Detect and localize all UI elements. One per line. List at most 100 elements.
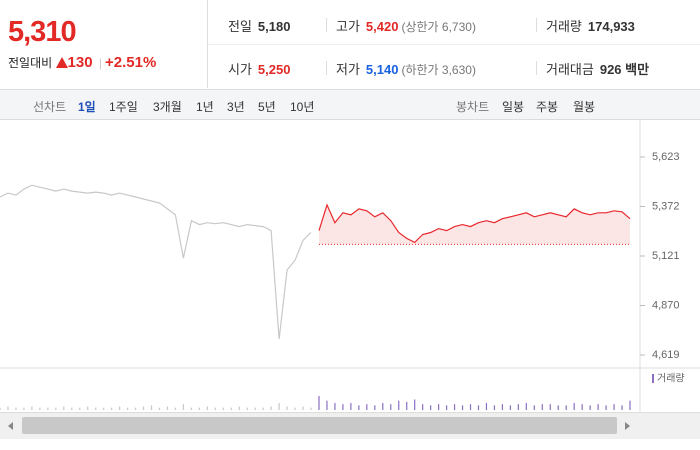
volume-bar <box>565 405 567 410</box>
volume-bar <box>366 404 368 410</box>
volume-bar <box>103 407 105 410</box>
y-tick-label: 5,623 <box>652 151 680 163</box>
info-label: 시가 <box>228 62 252 77</box>
info-value: 174,933 <box>587 19 635 34</box>
volume-bar <box>310 407 312 410</box>
volume-bar <box>190 407 192 410</box>
volume-bar <box>23 407 25 410</box>
info-note: (상한가 6,730) <box>401 20 476 34</box>
volume-bar <box>262 407 264 410</box>
volume-bar <box>39 407 41 410</box>
volume-bar <box>414 399 416 410</box>
tab[interactable]: 5년 <box>258 100 276 114</box>
volume-bar <box>613 404 615 410</box>
volume-bar <box>334 403 336 410</box>
tab[interactable]: 3개월 <box>153 100 182 114</box>
volume-bar <box>477 405 480 410</box>
volume-bar <box>374 405 376 410</box>
info-note: (하한가 3,630) <box>401 63 476 77</box>
volume-bar <box>589 405 591 410</box>
volume-bar <box>318 396 320 410</box>
volume-bar <box>134 407 137 410</box>
change-pct: +2.51% <box>105 54 157 71</box>
info-cell: 시가 5,250 <box>228 59 290 78</box>
volume-bar <box>0 407 1 410</box>
info-label: 고가 <box>336 19 360 34</box>
volume-bar <box>533 405 535 410</box>
tab[interactable]: 일봉 <box>502 100 525 114</box>
volume-bar <box>390 404 392 410</box>
scrollbar[interactable] <box>0 412 700 439</box>
divider <box>536 61 537 75</box>
volume-bar <box>278 403 280 410</box>
tab[interactable]: 월봉 <box>573 100 596 114</box>
volume-bar <box>119 406 121 410</box>
chart: 5,623 5,372 5,121 4,870 4,619 거래량 <box>0 120 700 415</box>
volume-bar <box>501 404 504 410</box>
volume-bar <box>398 400 400 410</box>
volume-bar <box>214 407 216 410</box>
volume-bar <box>206 406 208 410</box>
info-value: 5,180 <box>257 19 291 34</box>
volume-bar <box>15 407 17 410</box>
tab[interactable]: 10년 <box>290 100 315 114</box>
info-label: 거래량 <box>546 19 582 34</box>
volume-bar <box>246 407 248 410</box>
volume-bar <box>47 407 49 410</box>
volume-bar <box>549 404 551 410</box>
info-cell: 저가 5,140 (하한가 3,630) <box>336 59 476 78</box>
volume-bar <box>142 406 145 410</box>
tab-group-label: 봉차트 <box>456 100 490 114</box>
volume-bar <box>597 404 599 410</box>
volume-bar <box>406 401 408 410</box>
row-divider <box>208 44 700 45</box>
tab[interactable]: 주봉 <box>536 100 559 114</box>
volume-bar <box>469 404 472 410</box>
volume-bar <box>286 406 288 410</box>
volume-bar <box>326 400 328 410</box>
volume-bar <box>557 405 559 410</box>
info-cell: 전일 5,180 <box>228 16 290 35</box>
info-value: 5,140 <box>365 62 399 77</box>
volume-bar <box>254 407 256 410</box>
divider <box>536 18 537 32</box>
y-tick-label: 5,372 <box>652 200 680 212</box>
y-tick-label: 5,121 <box>652 250 680 262</box>
volume-bar <box>517 404 519 410</box>
volume-bar <box>270 406 272 410</box>
volume-bar <box>126 407 129 410</box>
divider <box>326 61 327 75</box>
y-tick-label: 4,619 <box>652 349 680 361</box>
volume-bar <box>358 405 360 410</box>
volume-bar <box>7 406 9 410</box>
volume-bar <box>453 404 456 410</box>
tab[interactable]: 1년 <box>196 100 214 114</box>
tab[interactable]: 3년 <box>227 100 245 114</box>
volume-bar <box>430 405 432 410</box>
change-label: 전일대비 <box>8 56 53 70</box>
volume-bar <box>55 407 57 410</box>
volume-bar <box>461 405 464 410</box>
volume-bar <box>493 405 496 410</box>
volume-bar <box>222 407 224 410</box>
volume-bar <box>294 407 296 410</box>
volume-bar <box>525 403 527 410</box>
info-label: 저가 <box>336 62 360 77</box>
volume-bar <box>198 407 200 410</box>
tab-bar: 선차트 1일 1주일 3개월 1년 3년 5년 10년 봉차트 일봉 주봉 월봉 <box>0 89 700 120</box>
price-line <box>318 203 631 244</box>
legend-swatch <box>652 374 654 383</box>
info-table: 전일 5,180 고가 5,420 (상한가 6,730) 거래량 174,933 시가 5,2… <box>207 0 700 88</box>
tab[interactable]: 1일 <box>78 100 96 114</box>
volume-bar <box>382 403 384 410</box>
info-cell: 고가 5,420 (상한가 6,730) <box>336 16 476 35</box>
tab[interactable]: 1주일 <box>109 100 138 114</box>
volume-bar <box>342 404 344 410</box>
volume-bar <box>629 400 631 410</box>
volume-bar <box>182 404 185 410</box>
info-cell: 거래대금 926 백만 <box>546 59 649 78</box>
volume-bar <box>581 404 583 410</box>
divider <box>326 18 327 32</box>
info-label: 거래대금 <box>546 62 594 77</box>
